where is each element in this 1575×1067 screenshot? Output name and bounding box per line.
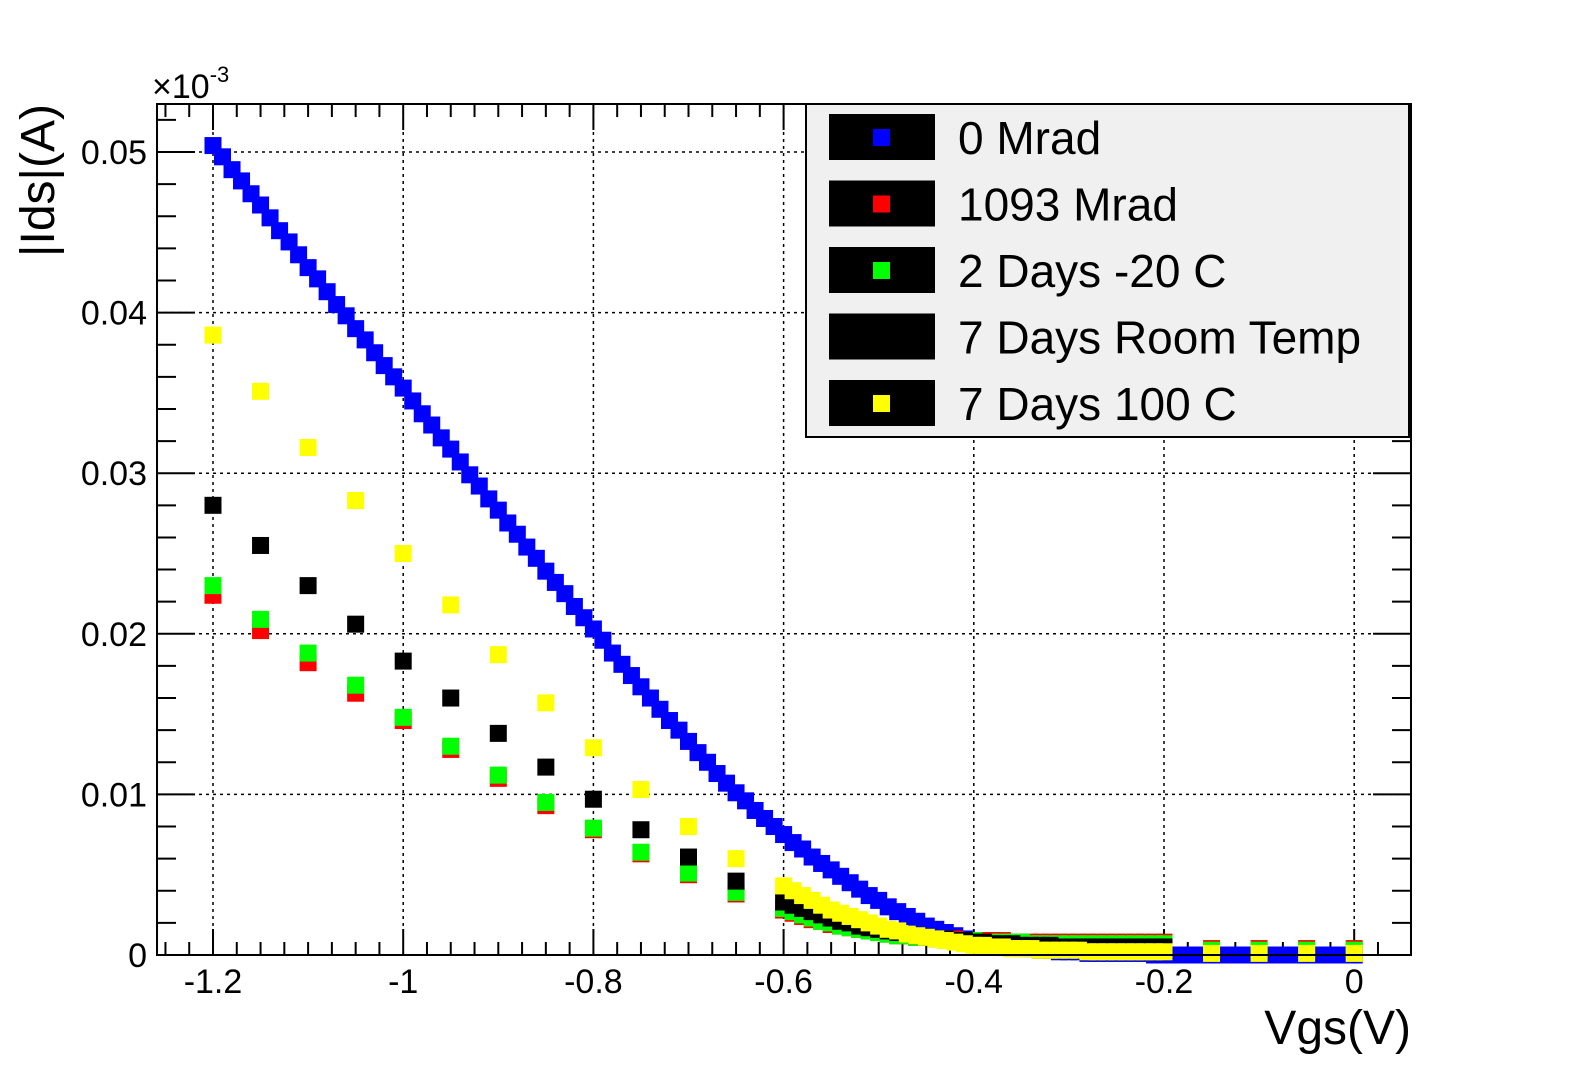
data-point (584, 819, 602, 837)
data-point (470, 477, 488, 495)
data-point (537, 758, 555, 776)
data-point (299, 439, 317, 457)
data-point (680, 848, 697, 866)
y-axis-title: |Ids|(A) (12, 104, 65, 257)
data-point (299, 577, 317, 595)
data-point (347, 676, 365, 694)
data-point (337, 307, 355, 325)
legend-label: 7 Days Room Temp (958, 312, 1361, 364)
data-point (280, 233, 298, 251)
series-4 (204, 326, 1363, 962)
data-point (252, 610, 270, 628)
data-point (394, 652, 412, 670)
y-tick-label: 0.01 (81, 776, 147, 814)
y-multiplier: ×10-3 (152, 62, 229, 106)
data-point (1203, 944, 1221, 962)
data-point (290, 246, 308, 264)
data-point (347, 492, 365, 510)
x-tick-label: 0 (1345, 963, 1364, 1001)
data-point (680, 818, 697, 836)
legend-label: 1093 Mrad (958, 179, 1178, 231)
x-tick-label: -0.4 (945, 963, 1004, 1001)
legend-marker (873, 262, 890, 279)
data-point (442, 596, 460, 614)
data-point (204, 577, 222, 595)
data-point (1298, 944, 1316, 962)
legend-label: 0 Mrad (958, 112, 1101, 164)
data-point (451, 453, 469, 471)
data-point (527, 549, 545, 567)
legend: 0 Mrad 1093 Mrad 2 Days -20 C 7 Days Room T… (805, 103, 1410, 438)
data-point (508, 525, 526, 543)
data-point (204, 326, 222, 344)
data-point (404, 392, 422, 410)
legend-marker (873, 195, 890, 213)
data-point (556, 585, 574, 603)
data-point (1155, 943, 1173, 961)
data-point (584, 739, 602, 757)
x-tick-label: -1.2 (184, 963, 243, 1001)
data-point (1250, 944, 1268, 962)
data-point (489, 501, 507, 519)
data-markers (204, 137, 1363, 964)
y-tick-label: 0 (128, 937, 147, 975)
data-point (584, 790, 602, 808)
data-point (233, 172, 251, 190)
data-point (299, 644, 317, 662)
x-tick-label: -1 (388, 963, 418, 1001)
data-point (394, 708, 412, 726)
data-point (318, 283, 336, 301)
data-point (632, 821, 650, 839)
data-point (489, 766, 507, 784)
data-point (252, 382, 270, 400)
data-point (489, 646, 507, 664)
plot-frame (156, 103, 1412, 956)
data-point (366, 344, 384, 362)
data-point (594, 631, 612, 649)
data-point (394, 379, 412, 397)
legend-marker (873, 328, 890, 346)
legend-label: 7 Days 100 C (958, 378, 1237, 430)
y-multiplier-base: ×10 (152, 68, 210, 106)
legend-label: 2 Days -20 C (958, 245, 1226, 297)
data-point (442, 440, 460, 458)
y-tick-label: 0.04 (81, 295, 147, 333)
data-point (309, 270, 327, 288)
legend-marker (873, 395, 890, 412)
data-point (204, 496, 222, 514)
data-point (356, 331, 374, 349)
data-point (442, 689, 460, 707)
data-point (727, 872, 745, 890)
data-point (442, 737, 460, 755)
data-point (252, 536, 270, 554)
axes: -1.2 -1 -0.8 -0.6 -0.4 -0.2 0 0 0.01 0.02 0.03 0.04… (81, 104, 1411, 1001)
data-point (632, 843, 650, 861)
data-point (423, 416, 441, 434)
data-point (680, 864, 697, 882)
legend-marker (873, 129, 890, 146)
y-tick-label: 0.05 (81, 134, 147, 172)
data-point (537, 694, 555, 712)
data-point (347, 615, 365, 633)
data-point (261, 209, 279, 227)
y-multiplier-exponent: -3 (210, 62, 230, 87)
data-point (252, 196, 270, 214)
y-tick-label: 0.02 (81, 616, 147, 654)
data-point (1345, 944, 1363, 962)
data-point (727, 850, 745, 868)
y-tick-label: 0.03 (81, 455, 147, 493)
data-point (214, 148, 232, 166)
x-tick-label: -0.8 (564, 963, 623, 1001)
data-point (394, 545, 412, 562)
x-tick-label: -0.6 (754, 963, 813, 1001)
x-axis-title: Vgs(V) (1264, 1002, 1411, 1055)
data-point (537, 793, 555, 811)
x-tick-label: -0.2 (1135, 963, 1194, 1001)
data-point (489, 724, 507, 742)
data-point (632, 781, 650, 799)
